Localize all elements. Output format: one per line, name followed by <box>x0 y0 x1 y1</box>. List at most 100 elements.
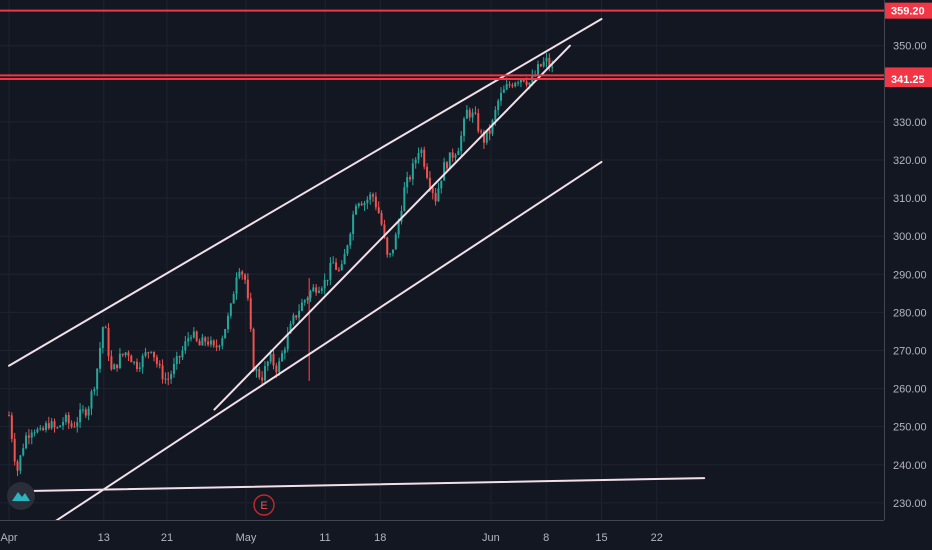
trendline-rising-support[interactable] <box>213 44 571 411</box>
price-tick-label: 300.00 <box>893 231 927 243</box>
candle-body <box>178 356 181 358</box>
candle-body <box>346 245 349 254</box>
candle-body <box>141 355 144 368</box>
mountain-logo-icon <box>12 492 30 501</box>
candle-body <box>414 159 417 164</box>
candle-body <box>317 290 320 293</box>
candle-body <box>519 78 522 83</box>
candle-body <box>337 269 340 271</box>
candle-body <box>283 349 286 354</box>
candle-body <box>50 421 53 429</box>
candle-body <box>343 253 346 265</box>
candle-body <box>261 377 264 381</box>
candle-body <box>485 129 488 143</box>
candle-body <box>380 213 383 225</box>
candle-body <box>394 234 397 250</box>
candle-body <box>400 210 403 222</box>
candle-body <box>411 163 414 180</box>
candle-body <box>127 352 130 356</box>
candle-body <box>397 221 400 235</box>
price-tick-label: 350.00 <box>893 41 927 53</box>
level-tag-label: 359.20 <box>891 6 925 18</box>
plot-background <box>0 0 884 520</box>
trendline-base-line[interactable] <box>8 477 706 493</box>
candle-body <box>423 149 426 167</box>
level-tag-label: 341.25 <box>891 74 925 86</box>
candle-body <box>536 64 539 75</box>
time-tick-label: Jun <box>482 532 500 544</box>
time-axis-panel[interactable] <box>0 520 884 550</box>
time-tick-label: 13 <box>98 532 110 544</box>
price-tick-label: 290.00 <box>893 269 927 281</box>
candle-body <box>352 214 355 234</box>
candle-body <box>30 432 33 438</box>
candle-body <box>76 422 79 427</box>
earnings-marker-icon[interactable] <box>253 494 275 516</box>
candle-body <box>281 353 284 362</box>
candle-body <box>494 109 497 121</box>
candle-body <box>232 293 235 304</box>
candle-body <box>147 352 150 354</box>
logo-badge[interactable] <box>7 482 35 510</box>
candle-body <box>99 347 102 369</box>
candle-body <box>497 100 500 110</box>
candle-body <box>33 432 36 434</box>
trendlines[interactable] <box>8 18 706 527</box>
candle-body <box>252 329 255 372</box>
trendline-lower-channel[interactable] <box>47 160 603 527</box>
candle-body <box>104 327 107 329</box>
candle-body <box>360 203 363 206</box>
candle-body <box>224 329 227 339</box>
candle-body <box>113 364 116 370</box>
candle-body <box>161 365 164 380</box>
candle-body <box>457 151 460 155</box>
candle-body <box>431 187 434 193</box>
candle-body <box>474 112 477 114</box>
candle-body <box>332 262 335 264</box>
candle-body <box>306 297 309 301</box>
candle-body <box>164 378 167 380</box>
candle-body <box>209 340 212 345</box>
candle-body <box>269 353 272 362</box>
candle-body <box>190 337 193 339</box>
candle-body <box>295 315 298 318</box>
candle-body <box>215 345 218 348</box>
candle-body <box>255 369 258 372</box>
time-tick-label: 21 <box>161 532 173 544</box>
candle-body <box>13 438 16 462</box>
candle-body <box>349 233 352 246</box>
price-axis-panel[interactable] <box>884 0 932 550</box>
candle-body <box>445 162 448 169</box>
trendline-upper-channel[interactable] <box>8 18 603 367</box>
candle-body <box>246 279 249 299</box>
candle-body <box>454 154 457 158</box>
time-axis-ticks: Apr 13 21 May 11 18 Jun 8 15 22 <box>0 532 662 544</box>
candle-body <box>545 57 548 62</box>
time-tick-label: 8 <box>543 532 549 544</box>
candle-body <box>249 298 252 330</box>
candle-body <box>528 82 531 86</box>
candle-body <box>354 206 357 215</box>
candle-body <box>383 224 386 238</box>
candle-body <box>428 177 431 188</box>
candle-body <box>116 364 119 369</box>
candle-body <box>19 455 22 471</box>
candle-body <box>70 423 73 427</box>
candle-body <box>133 361 136 363</box>
candle-body <box>59 425 62 428</box>
candle-body <box>434 192 437 202</box>
candle-body <box>500 92 503 101</box>
event-markers[interactable]: E <box>253 494 275 516</box>
candle-body <box>124 352 127 356</box>
candle-body <box>363 202 366 206</box>
candle-body <box>403 187 406 211</box>
candle-body <box>374 196 377 208</box>
candle-body <box>326 279 329 281</box>
horizontal-levels[interactable] <box>0 9 884 81</box>
candle-body <box>130 355 133 363</box>
candle-body <box>235 277 238 294</box>
candle-body <box>312 287 315 292</box>
candle-body <box>212 340 215 346</box>
